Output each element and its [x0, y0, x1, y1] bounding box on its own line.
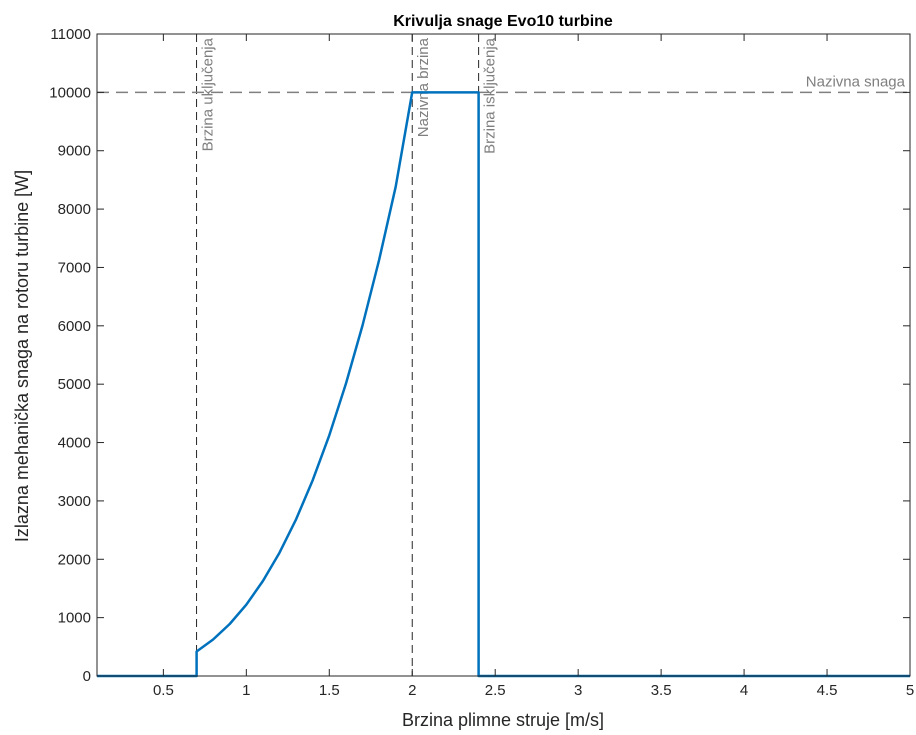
x-tick-label: 2.5	[485, 682, 506, 699]
x-tick-label: 5	[906, 682, 914, 699]
y-tick-label: 1000	[58, 610, 91, 627]
reference-line-label: Brzina uključenja	[200, 37, 217, 151]
x-axis-label: Brzina plimne struje [m/s]	[402, 710, 604, 730]
y-tick-label: 8000	[58, 201, 91, 218]
x-tick-label: 1	[242, 682, 250, 699]
x-tick-label: 3	[574, 682, 582, 699]
y-tick-label: 5000	[58, 376, 91, 393]
x-tick-label: 3.5	[651, 682, 672, 699]
reference-line-label: Nazivna brzina	[415, 37, 432, 137]
y-tick-label: 3000	[58, 493, 91, 510]
y-tick-label: 11000	[50, 26, 91, 43]
axes-box	[96, 33, 911, 677]
y-tick-label: 0	[83, 668, 91, 685]
y-tick-label: 7000	[58, 259, 91, 276]
chart-title: Krivulja snage Evo10 turbine	[393, 13, 613, 30]
power-curve-line	[97, 91, 910, 678]
y-tick-label: 10000	[49, 84, 91, 101]
x-tick-label: 2	[408, 682, 416, 699]
plot-area	[97, 34, 910, 676]
reference-line-label: Nazivna snaga	[806, 73, 906, 90]
y-tick-label: 6000	[58, 318, 91, 335]
reference-line-label: Brzina isključenja	[482, 37, 499, 154]
x-tick-label: 4.5	[817, 682, 838, 699]
x-tick-label: 0.5	[153, 682, 174, 699]
x-tick-label: 4	[740, 682, 748, 699]
y-tick-label: 2000	[58, 551, 91, 568]
y-tick-label: 4000	[58, 435, 91, 452]
y-axis-label: Izlazna mehanička snaga na rotoru turbin…	[12, 170, 32, 542]
y-tick-label: 9000	[58, 143, 91, 160]
x-tick-label: 1.5	[319, 682, 340, 699]
